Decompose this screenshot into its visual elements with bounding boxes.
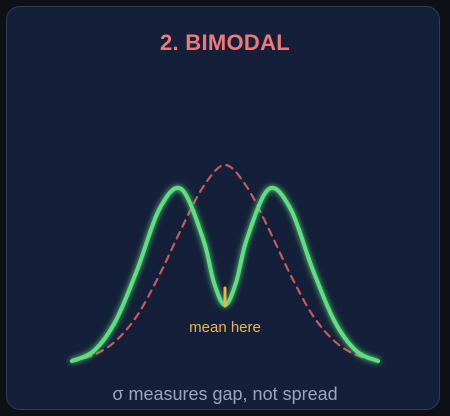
mean-annotation: mean here xyxy=(189,319,261,336)
normal-curve-dashed xyxy=(70,163,380,363)
caption: σ measures gap, not spread xyxy=(112,384,338,404)
bimodal-panel xyxy=(6,6,440,410)
panel-title: 2. BIMODAL xyxy=(159,30,291,55)
